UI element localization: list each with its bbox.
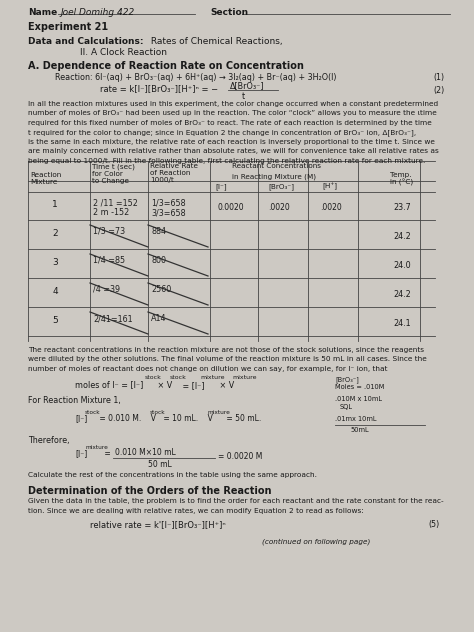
Text: Moles = .010M: Moles = .010M: [335, 384, 384, 390]
Text: relative rate = k'[I⁻][BrO₃⁻][H⁺]ⁿ: relative rate = k'[I⁻][BrO₃⁻][H⁺]ⁿ: [90, 520, 226, 529]
Text: Joel Domihg 422: Joel Domihg 422: [60, 8, 134, 17]
Text: 4: 4: [52, 287, 58, 296]
Text: 2560: 2560: [151, 285, 171, 294]
Text: =: =: [102, 449, 113, 458]
Text: [BrO₃⁻]: [BrO₃⁻]: [335, 376, 359, 383]
Text: Section: Section: [210, 8, 248, 17]
Text: II. A Clock Reaction: II. A Clock Reaction: [80, 48, 167, 57]
Text: is the same in each mixture, the relative rate of each reaction is inversely pro: is the same in each mixture, the relativ…: [28, 139, 435, 145]
Text: mixture: mixture: [208, 410, 231, 415]
Text: Therefore,: Therefore,: [28, 436, 70, 445]
Text: × V: × V: [155, 381, 172, 390]
Text: Data and Calculations:: Data and Calculations:: [28, 37, 144, 46]
Text: (2): (2): [434, 86, 445, 95]
Text: in Reacting Mixture (M): in Reacting Mixture (M): [232, 173, 316, 179]
Text: A14: A14: [151, 314, 166, 323]
Text: = 10 mL.    V: = 10 mL. V: [161, 414, 213, 423]
Text: required for this fixed number of moles of BrO₃⁻ to react. The rate of each reac: required for this fixed number of moles …: [28, 120, 432, 126]
Text: .01mx 10mL: .01mx 10mL: [335, 416, 376, 422]
Text: SQL: SQL: [340, 404, 353, 410]
Text: [I⁻]: [I⁻]: [75, 449, 87, 458]
Text: stock: stock: [150, 410, 165, 415]
Text: number of moles of BrO₃⁻ had been used up in the reaction. The color “clock” all: number of moles of BrO₃⁻ had been used u…: [28, 111, 437, 116]
Text: [I⁻]: [I⁻]: [215, 183, 227, 190]
Text: 50mL: 50mL: [350, 427, 369, 433]
Text: t: t: [242, 92, 245, 101]
Text: t required for the color to change; since in Equation 2 the change in concentrat: t required for the color to change; sinc…: [28, 130, 416, 137]
Text: 1/3=658
3/3=658: 1/3=658 3/3=658: [151, 198, 186, 217]
Text: 800: 800: [151, 256, 166, 265]
Text: Calculate the rest of the concentrations in the table using the same approach.: Calculate the rest of the concentrations…: [28, 472, 317, 478]
Text: 884: 884: [151, 227, 166, 236]
Text: Given the data in the table, the problem is to find the order for each reactant : Given the data in the table, the problem…: [28, 498, 444, 504]
Text: tion. Since we are dealing with relative rates, we can modify Equation 2 to read: tion. Since we are dealing with relative…: [28, 507, 364, 513]
Text: 50 mL: 50 mL: [148, 460, 172, 469]
Text: mixture: mixture: [200, 375, 225, 380]
Text: 2: 2: [52, 229, 58, 238]
Text: [BrO₃⁻]: [BrO₃⁻]: [268, 183, 294, 190]
Text: 1/4 =85: 1/4 =85: [93, 256, 125, 265]
Text: = 0.010 M.    V: = 0.010 M. V: [97, 414, 156, 423]
Text: For Reaction Mixture 1,: For Reaction Mixture 1,: [28, 396, 121, 405]
Text: rate = k[I⁻][BrO₃⁻][H⁺]ⁿ = −: rate = k[I⁻][BrO₃⁻][H⁺]ⁿ = −: [100, 84, 218, 93]
Text: (1): (1): [434, 73, 445, 82]
Text: stock: stock: [170, 375, 187, 380]
Text: (continued on following page): (continued on following page): [262, 538, 370, 545]
Text: Time t (sec)
for Color
to Change: Time t (sec) for Color to Change: [92, 163, 135, 183]
Text: mixture: mixture: [232, 375, 256, 380]
Text: Reaction
Mixture: Reaction Mixture: [30, 172, 61, 185]
Text: 24.2: 24.2: [393, 290, 411, 299]
Text: .0020: .0020: [268, 203, 290, 212]
Text: = [I⁻]: = [I⁻]: [180, 381, 205, 390]
Text: A. Dependence of Reaction Rate on Concentration: A. Dependence of Reaction Rate on Concen…: [28, 61, 304, 71]
Text: 24.1: 24.1: [393, 319, 410, 328]
Text: Experiment 21: Experiment 21: [28, 22, 108, 32]
Text: 1/3 =73: 1/3 =73: [93, 227, 125, 236]
Text: = 0.0020 M: = 0.0020 M: [218, 452, 263, 461]
Text: 1: 1: [52, 200, 58, 209]
Text: /4 =39: /4 =39: [93, 285, 120, 294]
Text: Determination of the Orders of the Reaction: Determination of the Orders of the React…: [28, 486, 272, 496]
Text: mixture: mixture: [85, 445, 108, 450]
Text: 2/41=161: 2/41=161: [93, 314, 133, 323]
Text: Name: Name: [28, 8, 57, 17]
Text: were diluted by the other solutions. The final volume of the reaction mixture is: were diluted by the other solutions. The…: [28, 356, 427, 363]
Text: 0.010 M×10 mL: 0.010 M×10 mL: [115, 448, 176, 457]
Text: [H⁺]: [H⁺]: [322, 183, 337, 190]
Text: 5: 5: [52, 316, 58, 325]
Text: 24.2: 24.2: [393, 232, 411, 241]
Text: In all the reaction mixtures used in this experiment, the color change occurred : In all the reaction mixtures used in thi…: [28, 101, 438, 107]
Text: Reaction: 6I⁻(aq) + BrO₃⁻(aq) + 6H⁺(aq) → 3I₂(aq) + Br⁻(aq) + 3H₂O(l): Reaction: 6I⁻(aq) + BrO₃⁻(aq) + 6H⁺(aq) …: [55, 73, 337, 82]
Text: (5): (5): [429, 520, 440, 529]
Text: being equal to 1000/t. Fill in the following table, first calculating the relati: being equal to 1000/t. Fill in the follo…: [28, 158, 425, 164]
Text: 24.0: 24.0: [393, 261, 410, 270]
Text: [I⁻]: [I⁻]: [75, 414, 87, 423]
Text: number of moles of reactant does not change on dilution we can say, for example,: number of moles of reactant does not cha…: [28, 366, 388, 372]
Text: 23.7: 23.7: [393, 203, 411, 212]
Text: stock: stock: [85, 410, 100, 415]
Text: = 50 mL.: = 50 mL.: [224, 414, 261, 423]
Text: .0020: .0020: [320, 203, 342, 212]
Text: The reactant concentrations in the reaction mixture are not those of the stock s: The reactant concentrations in the react…: [28, 347, 424, 353]
Text: moles of I⁻ = [I⁻]: moles of I⁻ = [I⁻]: [75, 380, 143, 389]
Text: Δ[BrO₃⁻]: Δ[BrO₃⁻]: [230, 81, 264, 90]
Text: Relative Rate
of Reaction
1000/t: Relative Rate of Reaction 1000/t: [150, 163, 198, 183]
Text: Temp.
in (°C): Temp. in (°C): [390, 172, 413, 186]
Text: stock: stock: [145, 375, 162, 380]
Text: Reactant Concentrations: Reactant Concentrations: [232, 163, 321, 169]
Text: 2 /11 =152
2 m -152: 2 /11 =152 2 m -152: [93, 198, 138, 217]
Text: are mainly concerned with relative rather than absolute rates, we will for conve: are mainly concerned with relative rathe…: [28, 149, 439, 154]
Text: × V: × V: [217, 381, 234, 390]
Text: Rates of Chemical Reactions,: Rates of Chemical Reactions,: [148, 37, 283, 46]
Text: 0.0020: 0.0020: [218, 203, 245, 212]
Text: 3: 3: [52, 258, 58, 267]
Text: .010M x 10mL: .010M x 10mL: [335, 396, 382, 402]
